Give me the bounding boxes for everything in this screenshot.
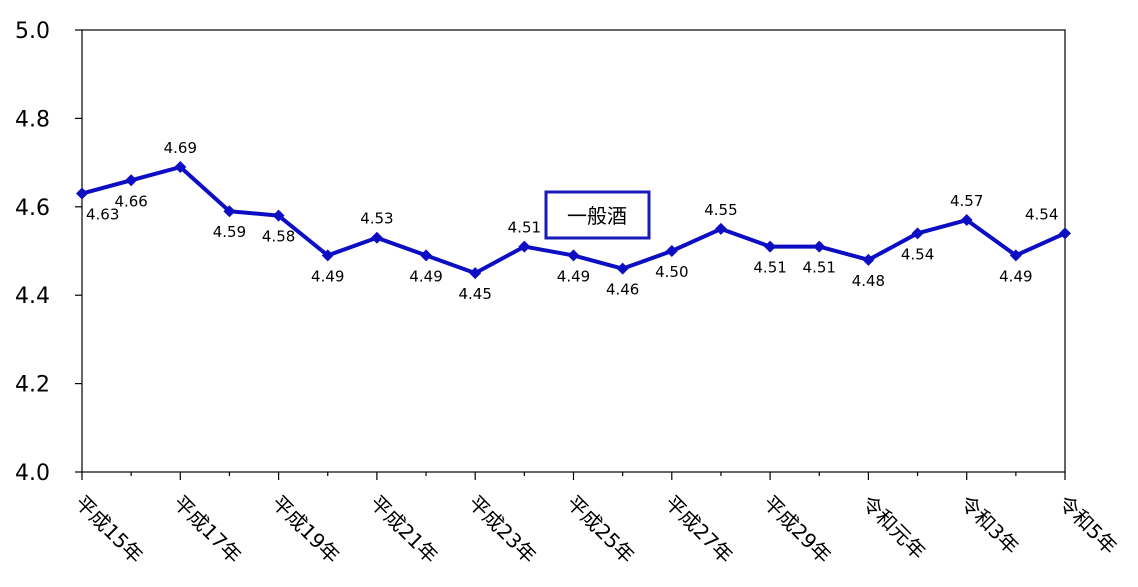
data-label: 4.49 (557, 267, 590, 285)
y-tick-label: 4.0 (15, 461, 50, 486)
data-label: 4.49 (311, 267, 344, 285)
data-point-marker (911, 227, 924, 240)
data-label: 4.58 (262, 228, 295, 246)
data-label: 4.51 (508, 219, 541, 237)
data-point-marker (960, 214, 973, 227)
data-label: 4.50 (655, 263, 688, 281)
data-label: 4.69 (164, 139, 197, 157)
data-point-marker (616, 262, 629, 275)
data-point-marker (125, 174, 138, 187)
data-point-marker (469, 267, 482, 280)
data-label: 4.49 (409, 267, 442, 285)
data-label: 4.55 (704, 201, 737, 219)
data-label: 4.54 (901, 245, 934, 263)
data-point-marker (567, 249, 580, 262)
data-label: 4.59 (213, 223, 246, 241)
x-tick-label: 平成19年 (267, 491, 344, 568)
y-tick-label: 5.0 (15, 19, 50, 44)
x-tick-label: 平成15年 (70, 491, 147, 568)
data-point-marker (665, 245, 678, 257)
x-tick-label: 平成23年 (464, 491, 541, 568)
data-label: 4.54 (1025, 205, 1058, 223)
data-label: 4.53 (360, 210, 393, 228)
data-label: 4.48 (852, 272, 885, 290)
y-tick-label: 4.2 (15, 373, 50, 398)
x-tick-label: 令和元年 (857, 491, 931, 565)
legend-box (544, 190, 651, 240)
x-tick-label: 平成27年 (660, 491, 737, 568)
data-label: 4.46 (606, 281, 639, 299)
data-point-marker (518, 240, 531, 253)
x-tick-label: 令和5年 (1053, 491, 1121, 559)
data-point-marker (76, 187, 88, 200)
x-tick-label: 令和3年 (955, 491, 1023, 559)
y-tick-label: 4.6 (15, 196, 50, 221)
legend: 一般酒 (544, 190, 651, 240)
data-point-marker (714, 222, 727, 235)
x-tick-label: 平成17年 (169, 491, 246, 568)
x-tick-label: 平成21年 (365, 491, 442, 568)
series-layer (76, 161, 1071, 280)
x-axis: 平成15年 平成17年 平成19年 平成21年 平成23年 平成25年 平成27年 平成29年… (70, 472, 1122, 568)
data-label: 4.66 (114, 192, 147, 210)
data-point-marker (420, 249, 433, 262)
data-point-marker (862, 253, 875, 266)
data-label: 4.45 (458, 285, 491, 303)
data-label: 4.51 (753, 259, 786, 277)
y-tick-label: 4.4 (15, 284, 50, 309)
data-label: 4.49 (999, 267, 1032, 285)
data-point-marker (272, 209, 285, 222)
data-point-marker (370, 231, 383, 244)
x-tick-label: 平成29年 (759, 491, 836, 568)
data-point-marker (174, 161, 187, 174)
data-point-marker (764, 240, 777, 253)
data-point-marker (223, 205, 236, 218)
data-label: 4.63 (86, 206, 119, 224)
data-label: 4.51 (803, 259, 836, 277)
data-labels: 4.634.66 4.69 4.59 4.58 4.49 4.53 4.49 4.45 4.51… (86, 139, 1058, 303)
data-point-marker (1059, 227, 1071, 240)
data-point-marker (813, 240, 826, 253)
data-point-marker (321, 249, 334, 262)
x-tick-label: 平成25年 (562, 491, 639, 568)
y-tick-label: 4.8 (15, 107, 50, 132)
y-axis: 4.0 4.2 4.4 4.6 4.8 5.0 (15, 19, 82, 486)
legend-label: 一般酒 (567, 204, 627, 228)
data-point-marker (1009, 249, 1022, 262)
data-label: 4.57 (950, 192, 983, 210)
